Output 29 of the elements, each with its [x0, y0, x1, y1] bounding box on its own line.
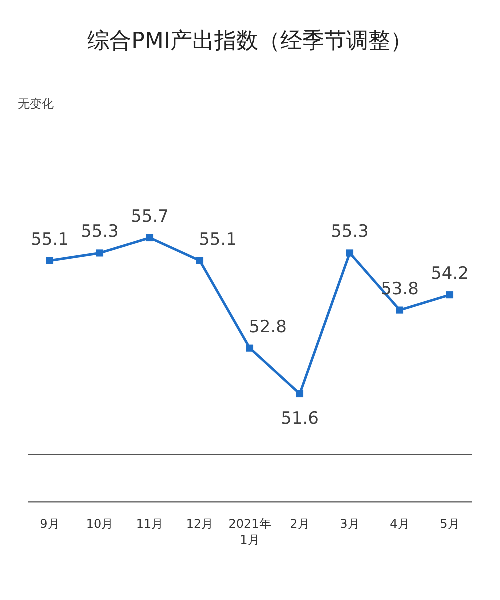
- point: [396, 306, 404, 314]
- point: [346, 250, 354, 257]
- x-tick-label: 3月: [340, 517, 360, 531]
- x-tick-label: 10月: [86, 517, 114, 531]
- x-tick-label: 5月: [440, 517, 460, 531]
- point: [196, 257, 204, 264]
- x-tick-label: 4月: [390, 517, 410, 531]
- x-tick-label: 9月: [40, 517, 60, 531]
- point: [146, 234, 154, 242]
- data-label: 52.8: [249, 317, 287, 338]
- x-tick-label: 11月: [136, 517, 164, 531]
- x-tick-label: 2021年 1月: [228, 517, 272, 547]
- data-label: 55.3: [331, 222, 369, 242]
- x-tick-label: 2月: [290, 517, 310, 531]
- data-label: 53.8: [381, 279, 419, 300]
- point: [46, 257, 54, 264]
- data-label: 55.3: [81, 222, 119, 242]
- data-label: 55.7: [131, 207, 169, 227]
- point: [246, 344, 254, 352]
- x-tick-label: 12月: [186, 517, 214, 531]
- chart-title: 综合PMI产出指数（经季节调整）: [88, 29, 412, 54]
- point: [446, 292, 454, 299]
- point: [96, 250, 104, 257]
- data-label: 54.2: [431, 264, 469, 284]
- data-label: 51.6: [281, 409, 319, 429]
- data-label: 55.1: [199, 230, 237, 250]
- chart-subtitle: 无变化: [18, 97, 54, 111]
- data-label: 55.1: [31, 230, 69, 250]
- point: [296, 390, 304, 398]
